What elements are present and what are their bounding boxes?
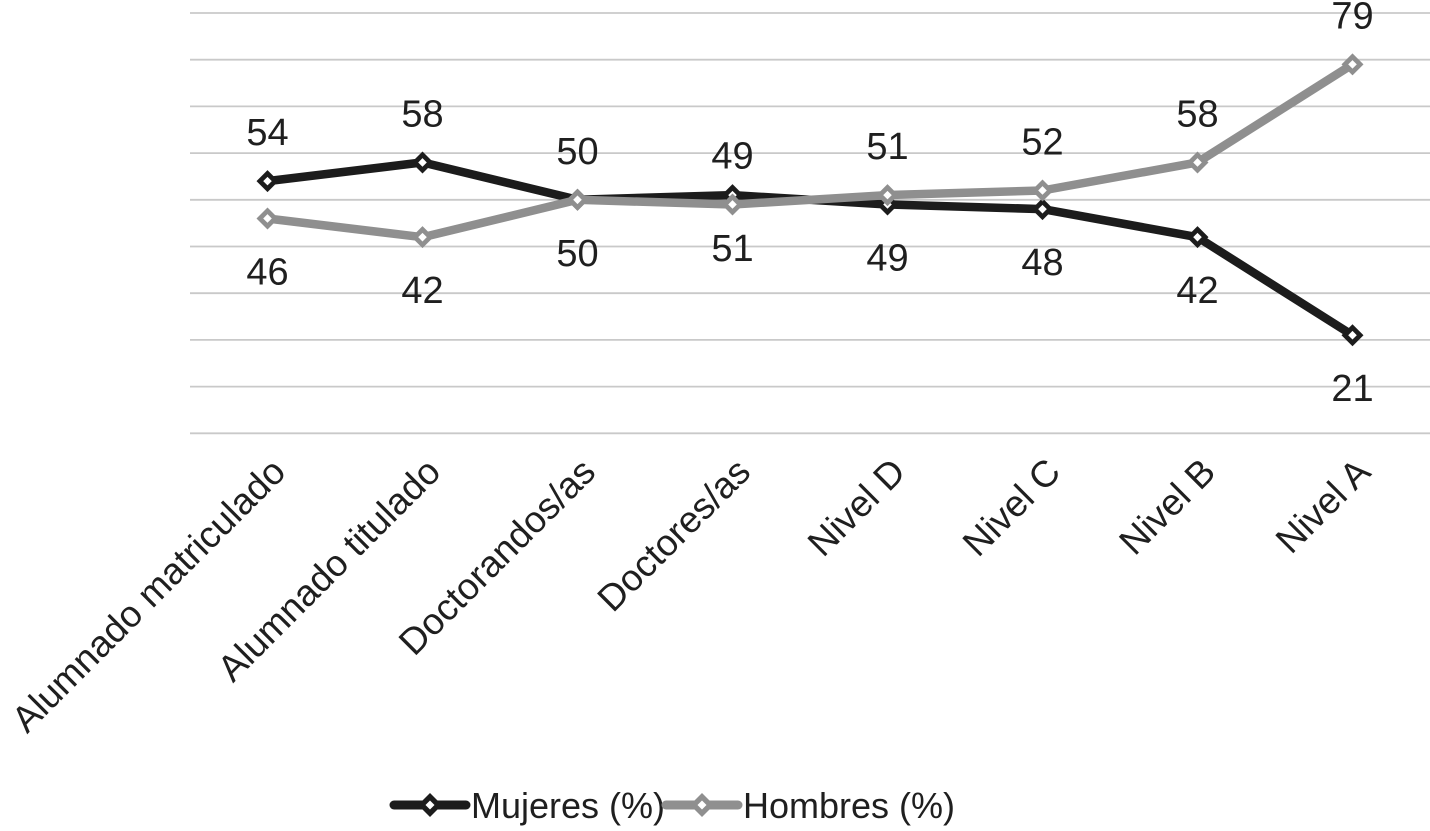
legend-label-hombres: Hombres (%) [743,785,955,826]
data-label-mujeres: 58 [401,93,443,135]
data-label-hombres: 58 [1176,93,1218,135]
hombres-marker-center [1348,60,1357,69]
gridlines [190,12,1430,435]
data-label-hombres: 46 [246,252,288,294]
mujeres-marker-center [263,176,272,186]
data-label-mujeres: 50 [556,131,598,173]
hombres-marker-center [1193,158,1202,167]
mujeres-marker-center [1193,232,1202,242]
data-label-mujeres: 49 [866,238,908,280]
mujeres-marker-center [1348,330,1357,340]
x-axis-label-nivel-c: Nivel C [955,451,1068,564]
data-labels: 54 58 50 51 49 48 42 21 46 42 50 49 51 52 58 79 [246,0,1373,410]
x-axis-label-nivel-a: Nivel A [1268,450,1379,561]
hombres-marker-center [1038,186,1047,195]
data-label-hombres: 50 [556,233,598,275]
mujeres-marker-center [1038,204,1047,214]
legend-item-hombres: Hombres (%) [661,785,955,826]
hombres-marker-center [263,214,272,223]
data-label-hombres: 49 [711,136,753,178]
mujeres-marker-center [418,158,427,167]
data-label-mujeres: 54 [246,112,288,154]
data-label-hombres: 79 [1331,0,1373,37]
data-label-hombres: 52 [1021,122,1063,164]
data-label-mujeres: 51 [711,228,753,270]
legend: Mujeres (%) Hombres (%) [389,785,955,826]
legend-swatch-marker-center [697,800,707,810]
data-label-hombres: 42 [401,270,443,312]
legend-item-mujeres: Mujeres (%) [389,785,665,826]
x-axis-label-nivel-b: Nivel B [1111,451,1223,563]
hombres-marker-center [728,200,737,209]
series-hombres [256,53,1364,249]
hombres-line [263,60,1357,242]
x-axis-label-doctores-as: Doctores/as [590,451,759,620]
x-axis-label-alumnado-matriculado: Alumnado matriculado [4,451,293,740]
data-label-mujeres: 21 [1331,368,1373,410]
series-mujeres [256,151,1364,347]
hombres-marker-center [573,195,582,205]
hombres-marker-center [883,190,892,200]
data-label-mujeres: 48 [1021,242,1063,284]
hombres-marker-center [418,232,427,242]
data-label-mujeres: 42 [1176,270,1218,312]
x-axis-label-nivel-d: Nivel D [800,451,913,564]
legend-label-mujeres: Mujeres (%) [471,785,665,826]
legend-swatch-marker-center [425,800,435,810]
data-label-hombres: 51 [866,126,908,168]
